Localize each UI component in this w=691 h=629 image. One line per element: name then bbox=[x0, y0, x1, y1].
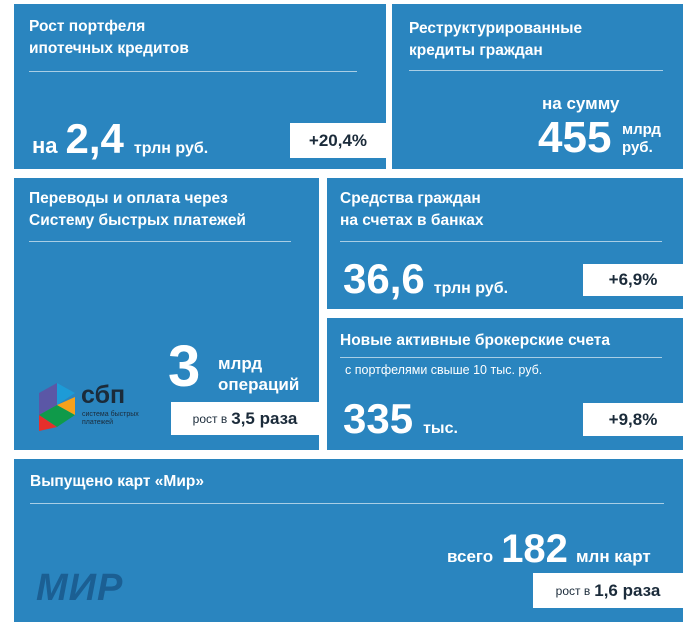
mir-value: 182 bbox=[501, 527, 568, 571]
restructured-prefix: на сумму bbox=[542, 94, 620, 113]
sbp-logo-sub-line2: платежей bbox=[82, 419, 114, 426]
mir-prefix: всего bbox=[447, 547, 494, 566]
sbp-title: Переводы и оплата через Систему быстрых … bbox=[29, 188, 246, 232]
deposits-title-line2: на счетах в банках bbox=[340, 212, 484, 229]
tile-sbp: Переводы и оплата через Систему быстрых … bbox=[14, 178, 319, 450]
mir-divider bbox=[30, 503, 664, 504]
restructured-title: Реструктурированные кредиты граждан bbox=[409, 18, 582, 62]
brokerage-value: 335 bbox=[343, 395, 414, 442]
sbp-logo-sub-line1: система быстрых bbox=[82, 411, 139, 418]
mir-logo: МИР bbox=[36, 567, 124, 609]
restructured-unit: млрд руб. bbox=[622, 121, 661, 157]
mir-growth-badge: рост в 1,6 раза bbox=[533, 573, 683, 608]
deposits-title-line1: Средства граждан bbox=[340, 190, 481, 207]
mortgage-divider bbox=[29, 71, 357, 72]
sbp-logo-text: сбп bbox=[81, 381, 126, 409]
brokerage-growth-badge: +9,8% bbox=[583, 403, 683, 436]
mir-unit: млн карт bbox=[575, 547, 651, 566]
mir-badge-value: 1,6 раза bbox=[594, 580, 661, 600]
mortgage-title: Рост портфеля ипотечных кредитов bbox=[29, 16, 189, 60]
tile-brokerage: Новые активные брокерские счета с портфе… bbox=[327, 318, 683, 450]
brokerage-unit: тыс. bbox=[423, 420, 458, 437]
sbp-title-line2: Систему быстрых платежей bbox=[29, 212, 246, 229]
deposits-unit: трлн руб. bbox=[433, 280, 509, 297]
restructured-divider bbox=[409, 70, 663, 71]
sbp-unit: млрд операций bbox=[218, 353, 299, 395]
restructured-title-line2: кредиты граждан bbox=[409, 42, 543, 59]
brokerage-subtitle: с портфелями свыше 10 тыс. руб. bbox=[345, 363, 543, 377]
sbp-value: 3 bbox=[168, 334, 201, 399]
tile-deposits: Средства граждан на счетах в банках 36,6… bbox=[327, 178, 683, 309]
brokerage-divider bbox=[340, 357, 662, 358]
mir-value-row: всего 182 млн карт bbox=[447, 529, 651, 569]
deposits-value: 36,6 bbox=[343, 255, 425, 302]
deposits-title: Средства граждан на счетах в банках bbox=[340, 188, 483, 232]
mortgage-value: 2,4 bbox=[65, 115, 124, 162]
tile-restructured: Реструктурированные кредиты граждан на с… bbox=[392, 4, 683, 169]
mortgage-growth-badge: +20,4% bbox=[290, 123, 386, 158]
deposits-value-row: 36,6 трлн руб. bbox=[343, 258, 508, 300]
deposits-growth-badge: +6,9% bbox=[583, 264, 683, 296]
mortgage-prefix: на bbox=[32, 133, 58, 158]
mortgage-value-row: на 2,4 трлн руб. bbox=[32, 118, 208, 160]
sbp-badge-prefix: рост в bbox=[192, 411, 228, 426]
sbp-logo-icon bbox=[39, 383, 75, 431]
sbp-logo-subtitle: система быстрых платежей bbox=[82, 411, 139, 427]
sbp-unit-line1: млрд bbox=[218, 354, 263, 373]
mir-badge-prefix: рост в bbox=[555, 583, 591, 598]
mir-title: Выпущено карт «Мир» bbox=[30, 473, 204, 490]
restructured-value: 455 bbox=[538, 113, 612, 162]
mortgage-title-line1: Рост портфеля bbox=[29, 18, 146, 35]
sbp-title-line1: Переводы и оплата через bbox=[29, 190, 228, 207]
tile-mir: Выпущено карт «Мир» МИР всего 182 млн ка… bbox=[14, 459, 683, 622]
restructured-title-line1: Реструктурированные bbox=[409, 20, 583, 37]
sbp-badge-value: 3,5 раза bbox=[231, 408, 298, 428]
deposits-divider bbox=[340, 241, 662, 242]
mortgage-unit: трлн руб. bbox=[133, 140, 209, 157]
sbp-growth-badge: рост в 3,5 раза bbox=[171, 402, 319, 435]
brokerage-title: Новые активные брокерские счета bbox=[340, 332, 610, 349]
sbp-divider bbox=[29, 241, 291, 242]
tile-mortgage: Рост портфеля ипотечных кредитов на 2,4 … bbox=[14, 4, 386, 169]
restructured-unit-line1: млрд bbox=[622, 121, 661, 138]
restructured-unit-line2: руб. bbox=[622, 139, 653, 156]
sbp-logo: сбп система быстрых платежей bbox=[37, 381, 157, 433]
brokerage-value-row: 335 тыс. bbox=[343, 398, 458, 440]
sbp-unit-line2: операций bbox=[218, 375, 300, 394]
mortgage-title-line2: ипотечных кредитов bbox=[29, 40, 189, 57]
